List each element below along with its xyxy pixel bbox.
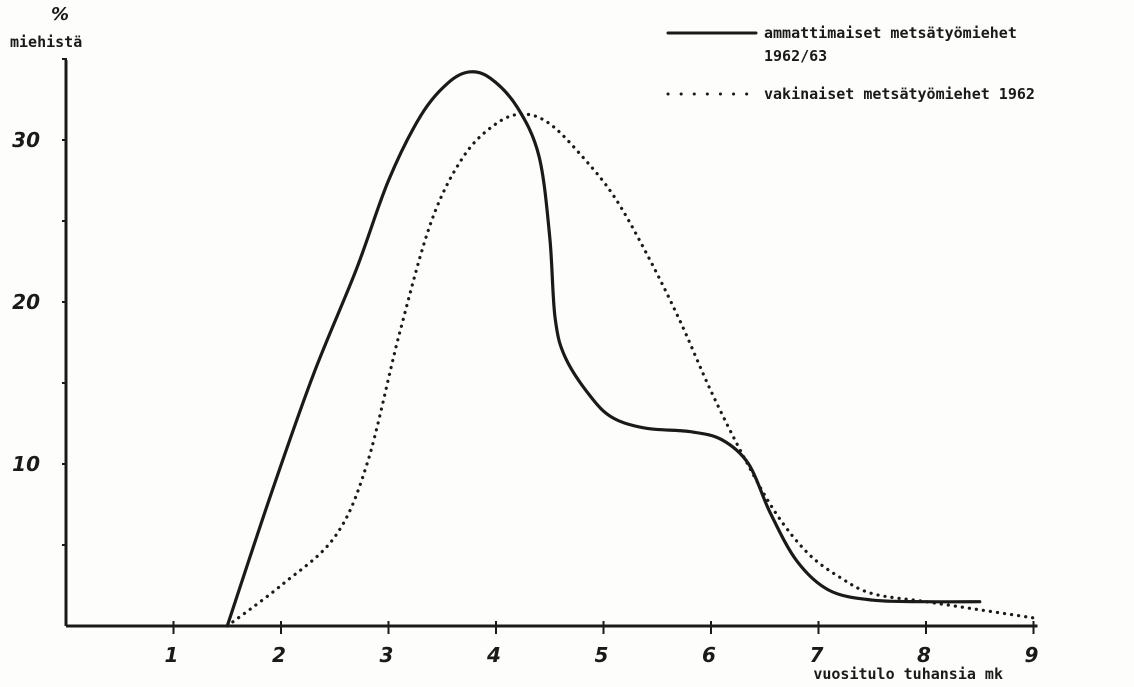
x-tick-label: 9 bbox=[1025, 643, 1039, 667]
x-tick-label: 1 bbox=[165, 643, 179, 667]
x-tick-label: 5 bbox=[595, 643, 609, 667]
x-tick-label: 8 bbox=[917, 643, 931, 667]
legend-label: vakinaiset metsätyömiehet 1962 bbox=[764, 85, 1035, 103]
series-line-ammattimaiset bbox=[225, 70, 982, 628]
series-line-vakinaiset bbox=[225, 112, 1036, 628]
x-tick-label: 7 bbox=[810, 643, 824, 667]
y-axis-unit: % bbox=[51, 4, 69, 25]
y-tick-label: 30 bbox=[12, 128, 40, 152]
legend-label: 1962/63 bbox=[764, 47, 827, 65]
x-tick-label: 3 bbox=[380, 643, 394, 667]
y-tick-label: 20 bbox=[12, 290, 40, 314]
x-axis-title: vuositulo tuhansia mk bbox=[813, 665, 1003, 683]
series-layer bbox=[225, 70, 1036, 628]
x-tick-label: 6 bbox=[702, 643, 716, 667]
chart-axes: 10 20 30 1 2 3 4 5 6 7 8 9 bbox=[12, 58, 1039, 667]
x-tick-label: 2 bbox=[272, 643, 286, 667]
legend-label: ammattimaiset metsätyömiehet bbox=[764, 24, 1017, 42]
x-tick-label: 4 bbox=[486, 643, 501, 667]
y-tick-label: 10 bbox=[12, 452, 40, 476]
y-axis-title: miehistä bbox=[10, 33, 82, 51]
chart-legend: ammattimaiset metsätyömiehet 1962/63 vakin… bbox=[666, 24, 1035, 103]
